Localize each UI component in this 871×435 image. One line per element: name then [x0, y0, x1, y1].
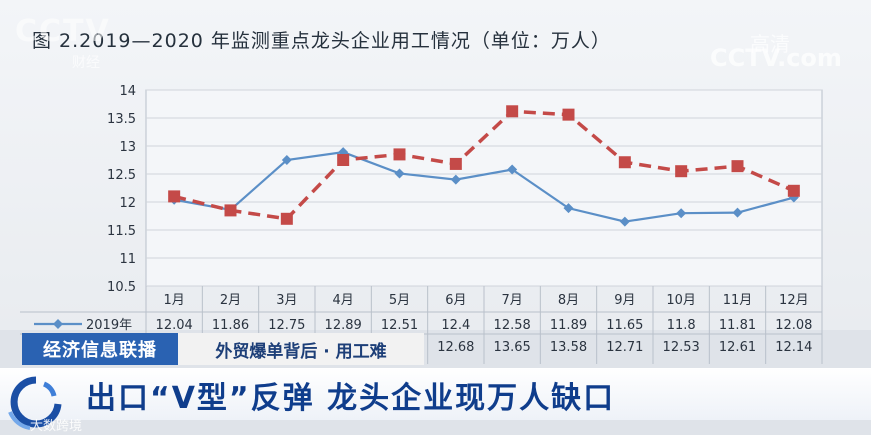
data-label: 11.89: [550, 318, 587, 333]
data-point: [224, 204, 237, 217]
x-tick-label: 7月: [502, 293, 523, 308]
data-point: [563, 203, 574, 214]
chart-title: 图 2.2019—2020 年监测重点龙头企业用工情况（单位：万人）: [32, 30, 611, 52]
data-point: [506, 105, 519, 118]
headline-text: 出口“V型”反弹 龙头企业现万人缺口: [86, 381, 616, 416]
data-point: [280, 212, 293, 225]
data-label: 12.04: [156, 318, 193, 333]
headline-bar: [0, 368, 871, 420]
y-tick-label: 11: [119, 252, 136, 267]
data-label: 11.81: [719, 318, 756, 333]
data-label: 13.65: [494, 340, 531, 355]
data-point: [619, 216, 630, 227]
y-tick-label: 12.5: [107, 168, 136, 183]
cctv-com-watermark: CCTV.com: [710, 44, 842, 72]
data-label: 12.61: [719, 340, 756, 355]
y-tick-label: 10.5: [107, 280, 136, 295]
y-tick-label: 13.5: [107, 112, 136, 127]
x-tick-label: 9月: [614, 293, 635, 308]
topic-tag: 外贸爆单背后 · 用工难: [178, 333, 424, 365]
data-point: [337, 154, 350, 166]
x-tick-label: 5月: [389, 293, 410, 308]
legend-swatch-marker: [53, 319, 63, 329]
data-label: 12.58: [494, 318, 531, 333]
x-tick-label: 4月: [333, 293, 354, 308]
data-label: 12.68: [437, 340, 474, 355]
legend-label: 2019年: [86, 318, 132, 333]
x-tick-label: 2月: [220, 293, 241, 308]
x-tick-label: 3月: [276, 293, 297, 308]
data-label: 11.8: [667, 318, 696, 333]
y-tick-label: 11.5: [107, 224, 136, 239]
x-tick-label: 10月: [666, 293, 696, 308]
data-label: 12.89: [325, 318, 362, 333]
data-point: [393, 148, 406, 161]
cctv-finance-watermark: 财经: [72, 55, 100, 71]
x-tick-label: 8月: [558, 293, 579, 308]
x-tick-label: 12月: [779, 293, 809, 308]
line-chart: 14 13.5 13 12.5 12 11.5 11 10.5 1月 2月 3月 4月 5月 6月 7月 8月…: [20, 84, 823, 364]
x-tick-label: 11月: [723, 293, 753, 308]
data-point: [675, 165, 688, 178]
series-line-1: [173, 151, 795, 223]
data-label: 12.08: [775, 318, 812, 333]
data-label: 12.4: [441, 318, 470, 333]
data-label: 13.58: [550, 340, 587, 355]
series-line-2: [173, 109, 795, 221]
data-label: 12.53: [663, 340, 700, 355]
data-label: 12.71: [606, 340, 643, 355]
data-point: [281, 155, 292, 165]
y-tick-label: 14: [119, 84, 136, 99]
data-point: [731, 160, 744, 173]
data-point: [676, 208, 687, 219]
plot-area: [145, 89, 823, 287]
hd-badge: 高清: [750, 32, 790, 56]
data-point: [507, 164, 518, 175]
y-tick-label: 13: [119, 140, 136, 155]
data-label: 11.86: [212, 318, 249, 333]
x-tick-label: 6月: [445, 293, 466, 308]
cctv-channel-icon: [8, 376, 62, 430]
y-tick-label: 12: [119, 196, 136, 211]
data-label: 12.51: [381, 318, 418, 333]
footer-brand-watermark: 大数跨境: [30, 419, 83, 434]
data-point: [449, 157, 462, 170]
data-label: 12.14: [775, 340, 812, 355]
data-point: [562, 108, 575, 121]
cctv-watermark-logo: CCTV: [15, 14, 111, 49]
data-label: 12.75: [268, 318, 305, 333]
data-point: [394, 168, 405, 179]
data-point: [787, 184, 800, 197]
data-point: [168, 190, 181, 203]
data-point: [618, 156, 631, 169]
program-name-tag: 经济信息联播: [22, 333, 178, 365]
data-point: [732, 207, 743, 218]
data-label: 11.65: [606, 318, 643, 333]
x-tick-label: 1月: [164, 293, 185, 308]
data-point: [450, 174, 461, 185]
